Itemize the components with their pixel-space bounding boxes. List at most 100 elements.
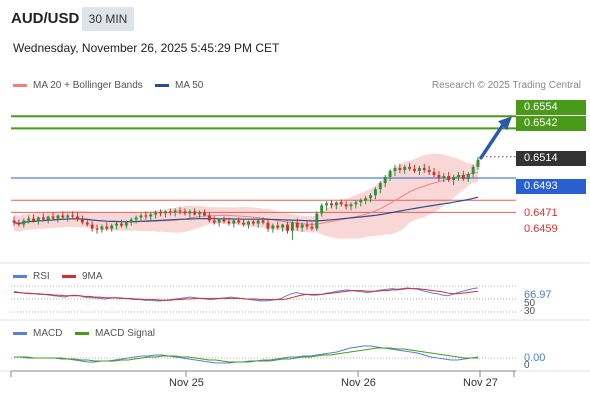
candle-body: [227, 221, 231, 224]
candle: [27, 215, 31, 224]
candle: [80, 215, 84, 225]
legend-rsi: RSI: [13, 271, 50, 282]
candle: [330, 200, 333, 209]
candle: [115, 221, 119, 230]
candle: [334, 201, 338, 210]
candle: [339, 199, 343, 207]
candle: [178, 207, 182, 215]
candle: [466, 171, 470, 183]
candle-body: [393, 167, 397, 171]
legend-ma50-label: MA 50: [175, 80, 204, 91]
candle-body: [17, 222, 21, 225]
rsi-value: 66.97: [524, 289, 552, 301]
candle-body: [188, 211, 192, 214]
forecast-arrow-shaft: [479, 121, 506, 160]
candle: [193, 208, 197, 216]
x-label-nov27: Nov 27: [463, 377, 498, 389]
candle: [325, 201, 329, 211]
candle: [349, 202, 353, 211]
candle: [422, 163, 426, 173]
candle-body: [320, 205, 324, 214]
candle: [256, 219, 260, 228]
candle: [393, 164, 397, 176]
forecast-arrow-head: [498, 116, 512, 131]
candle-body: [139, 215, 143, 218]
candle-body: [66, 215, 70, 218]
legend-ma20: MA 20 + Bollinger Bands: [13, 80, 143, 91]
candle: [266, 219, 270, 232]
candle-body: [417, 167, 421, 171]
candle-body: [471, 166, 475, 174]
candle-body: [124, 222, 128, 226]
candle-body: [413, 168, 416, 171]
candle-body: [300, 224, 304, 228]
candle-body: [110, 225, 114, 229]
candle-body: [466, 173, 470, 180]
candle-body: [90, 224, 94, 229]
candle-body: [452, 176, 456, 181]
candle-body: [305, 224, 309, 227]
candle-body: [193, 211, 197, 215]
candle-body: [383, 176, 387, 184]
candle-body: [281, 224, 285, 228]
candle: [281, 223, 285, 232]
candle: [442, 172, 446, 183]
candle: [408, 162, 412, 171]
candle-body: [276, 225, 280, 228]
candle: [456, 171, 460, 182]
candle-body: [388, 170, 392, 177]
candle-body: [447, 175, 451, 181]
candle-body: [461, 174, 465, 180]
candle: [198, 210, 202, 219]
rsi-panel: [11, 285, 516, 313]
candle: [271, 223, 275, 233]
candle-body: [134, 217, 138, 220]
candle-body: [330, 203, 333, 206]
candle: [403, 164, 407, 174]
legend-rsi-label: RSI: [33, 271, 50, 282]
candle: [432, 167, 436, 177]
candle: [105, 222, 109, 231]
candle-body: [22, 220, 26, 225]
candle: [261, 217, 265, 225]
candle-body: [105, 226, 109, 229]
price-tag-support1: 0.6471: [524, 207, 558, 219]
candle: [163, 210, 167, 218]
timeframe-badge[interactable]: 30 MIN: [82, 7, 134, 31]
candle-body: [95, 228, 99, 230]
legend-ma50: MA 50: [155, 80, 203, 91]
candle-body: [61, 215, 65, 218]
price-tag-pivot: 0.6493: [516, 179, 586, 194]
candle-body: [354, 202, 358, 205]
macd-signal-swatch: [75, 332, 89, 335]
candle: [359, 198, 363, 207]
candle: [369, 193, 373, 203]
candle-body: [144, 215, 148, 217]
candle-body: [359, 200, 363, 203]
candle: [85, 218, 89, 227]
candle: [76, 212, 79, 222]
candle-body: [339, 202, 343, 205]
candle-body: [232, 220, 236, 224]
candle-body: [173, 210, 177, 213]
candle: [46, 215, 50, 224]
candle: [447, 171, 451, 183]
candle: [56, 214, 60, 223]
candle: [476, 156, 480, 170]
macd-tick-zero: 0: [524, 360, 530, 371]
candle-body: [207, 215, 211, 221]
price-tag-target-low: 0.6542: [516, 116, 586, 131]
legend-rsi-ma: 9MA: [62, 271, 103, 282]
candle: [129, 217, 133, 226]
candle-body: [27, 218, 31, 221]
candle: [22, 218, 26, 228]
candle-body: [476, 159, 480, 167]
candle-body: [295, 222, 299, 228]
candle-body: [403, 166, 407, 170]
legend-ma20-label: MA 20 + Bollinger Bands: [33, 80, 143, 91]
candle: [461, 170, 465, 182]
candle: [139, 213, 143, 222]
candle: [207, 212, 211, 223]
candle: [364, 196, 368, 205]
candle: [217, 218, 221, 227]
